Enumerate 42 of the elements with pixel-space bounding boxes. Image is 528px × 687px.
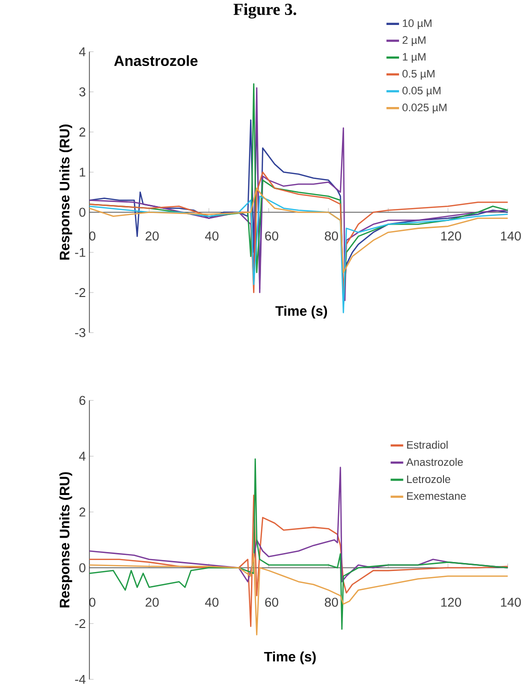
legend-label: 0.05 µM xyxy=(402,86,440,97)
legend-label: Exemestane xyxy=(406,492,466,500)
x-tick-label: 140 xyxy=(500,231,521,240)
x-axis-title: Time (s) xyxy=(264,651,316,664)
x-tick-label: 20 xyxy=(145,598,159,607)
y-tick-label: 0 xyxy=(79,563,86,572)
x-tick-label: 120 xyxy=(441,598,461,607)
legend-label: Anastrozole xyxy=(406,458,463,466)
chart-title: Figure 3. xyxy=(233,3,296,19)
y-axis-title: Response Units (RU) xyxy=(59,124,72,260)
x-tick-label: 20 xyxy=(145,231,159,240)
legend-label: 0.025 µM xyxy=(402,104,446,114)
x-tick-label: 40 xyxy=(204,231,218,240)
y-tick-label: 6 xyxy=(79,396,86,405)
legend-label: Estradiol xyxy=(406,440,448,449)
y-tick-label: -2 xyxy=(74,619,86,628)
y-tick-label: 4 xyxy=(78,452,86,461)
legend-label: 10 µM xyxy=(402,19,432,30)
y-tick-label: 2 xyxy=(79,128,86,136)
y-tick-label: -1 xyxy=(74,248,86,257)
y-tick-label: 0 xyxy=(79,208,86,217)
y-tick-label: 2 xyxy=(79,508,86,516)
x-tick-label: 60 xyxy=(264,231,278,240)
x-tick-label: 60 xyxy=(264,598,278,607)
x-tick-label: 80 xyxy=(324,231,338,240)
y-tick-label: -3 xyxy=(74,328,86,338)
annotation: Anastrozole xyxy=(114,55,198,66)
legend-label: 1 µM xyxy=(402,53,426,63)
y-tick-label: -4 xyxy=(74,674,86,684)
x-tick-label: 120 xyxy=(441,231,461,240)
y-tick-label: 3 xyxy=(79,87,86,96)
x-tick-label: 80 xyxy=(324,598,338,607)
x-axis-title: Time (s) xyxy=(275,306,327,319)
x-tick-label: 40 xyxy=(204,598,218,607)
x-tick-label: 140 xyxy=(500,598,521,607)
y-axis-title: Response Units (RU) xyxy=(59,472,72,608)
legend-label: 0.5 µM xyxy=(402,70,434,80)
y-tick-label: 4 xyxy=(78,47,86,56)
legend-label: Letrozole xyxy=(406,475,450,484)
legend-label: 2 µM xyxy=(402,36,426,46)
y-tick-label: -2 xyxy=(74,288,86,297)
y-tick-label: 1 xyxy=(80,168,86,177)
